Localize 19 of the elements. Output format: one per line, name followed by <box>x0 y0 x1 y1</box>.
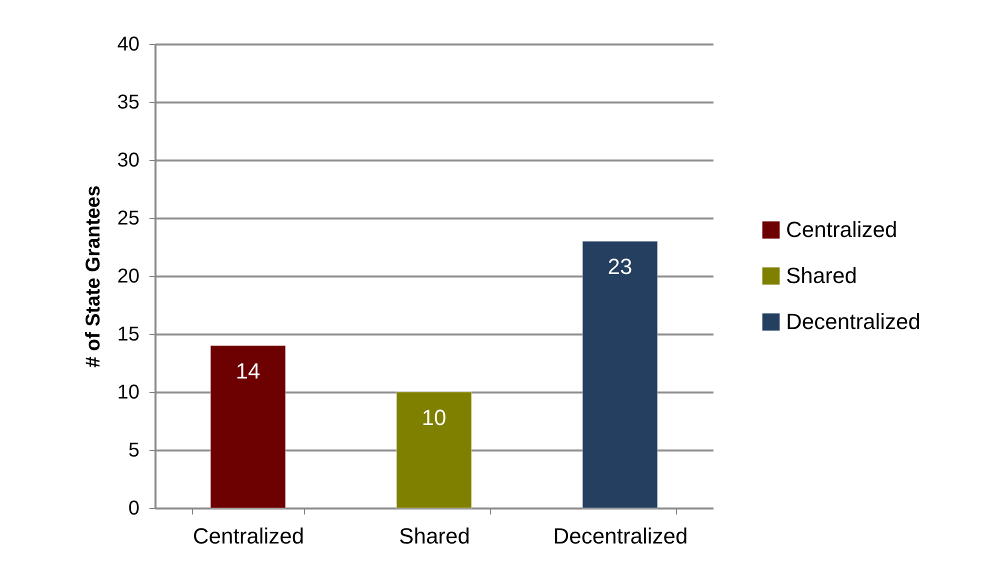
data-label: 10 <box>422 405 446 430</box>
y-tick-label: 0 <box>128 498 140 520</box>
y-tick-label: 30 <box>117 150 140 172</box>
legend-label: Centralized <box>786 217 898 242</box>
y-tick-label: 15 <box>117 324 140 346</box>
x-tick-label: Shared <box>399 524 470 548</box>
y-tick-label: 35 <box>117 92 140 114</box>
y-axis-title: # of State Grantees <box>82 185 104 368</box>
x-tick-label: Centralized <box>192 524 304 548</box>
y-tick-label: 10 <box>117 382 140 404</box>
y-tick-label: 5 <box>128 440 140 462</box>
x-tick-label: Decentralized <box>553 524 688 548</box>
y-tick-label: 20 <box>117 266 140 288</box>
y-tick-label: 40 <box>117 34 140 56</box>
data-label: 23 <box>608 254 632 280</box>
legend-label: Shared <box>786 263 857 288</box>
data-label: 14 <box>236 358 260 384</box>
y-tick-label: 25 <box>117 208 140 230</box>
legend-label: Decentralized <box>786 309 921 334</box>
